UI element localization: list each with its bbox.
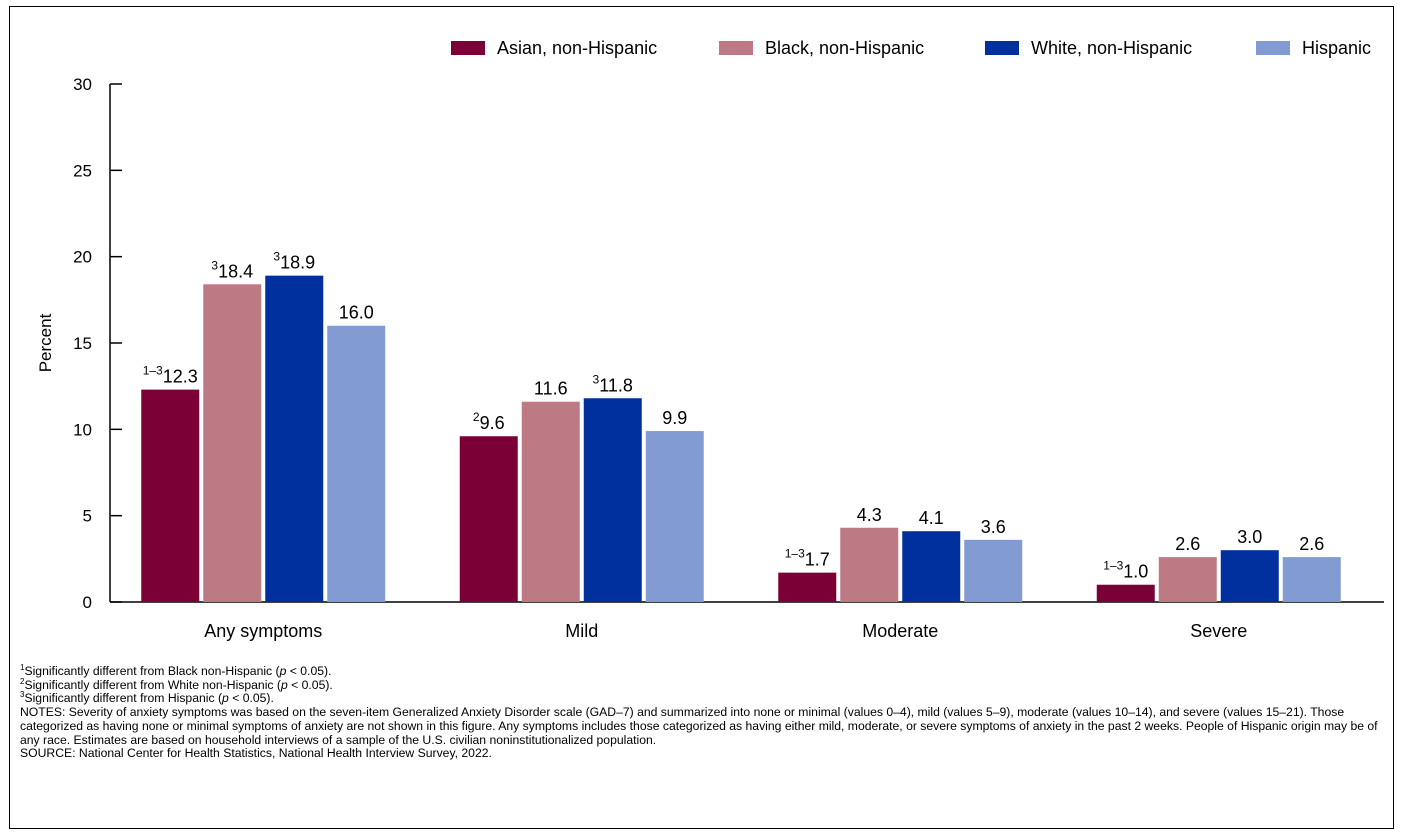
source-text: SOURCE: National Center for Health Stati… — [20, 746, 492, 761]
data-label-superscript: 1–3 — [785, 547, 805, 561]
footnote-3: 3Significantly different from Hispanic (… — [20, 690, 274, 706]
data-label: 9.9 — [662, 408, 687, 428]
y-tick-label: 0 — [83, 593, 92, 612]
y-tick-label: 5 — [83, 507, 92, 526]
bar — [778, 572, 837, 602]
legend-item: Asian, non-Hispanic — [451, 38, 657, 58]
data-label-superscript: 3 — [211, 258, 218, 272]
legend-swatch — [1256, 41, 1290, 55]
data-label-value: 1.0 — [1123, 562, 1148, 582]
legend-swatch — [985, 41, 1019, 55]
bar — [265, 275, 324, 602]
x-category-label: Moderate — [862, 621, 938, 641]
bar-group-mild: 29.6 11.6 311.8 9.9 — [459, 372, 704, 602]
data-label: 1–312.3 — [143, 364, 198, 387]
data-label: 3.0 — [1237, 527, 1262, 547]
bar — [459, 436, 518, 602]
data-label: 4.1 — [919, 508, 944, 528]
data-label-value: 9.6 — [480, 413, 505, 433]
x-category-label: Mild — [565, 621, 598, 641]
bar — [1282, 557, 1341, 602]
data-label: 318.9 — [273, 250, 315, 273]
x-axis: Any symptoms Mild Moderate Severe — [110, 601, 1384, 641]
bar — [521, 401, 580, 602]
bar-chart: Percent 0 5 10 15 20 25 30 Any symptoms Mild Mod… — [36, 38, 1384, 641]
legend-item: Black, non-Hispanic — [719, 38, 924, 58]
legend-item: Hispanic — [1256, 38, 1371, 58]
y-tick-label: 15 — [73, 334, 92, 353]
data-label-superscript: 3 — [273, 250, 280, 264]
bar — [327, 325, 386, 602]
data-label: 3.6 — [981, 517, 1006, 537]
bar — [645, 431, 704, 602]
bar-group-severe: 1–31.0 2.6 3.0 2.6 — [1096, 527, 1341, 602]
legend-label: Hispanic — [1302, 38, 1371, 58]
legend-swatch — [719, 41, 753, 55]
data-label: 4.3 — [857, 505, 882, 525]
legend-item: White, non-Hispanic — [985, 38, 1192, 58]
data-label-value: 12.3 — [163, 367, 198, 387]
data-label: 2.6 — [1175, 534, 1200, 554]
legend-label: White, non-Hispanic — [1031, 38, 1192, 58]
data-label: 11.6 — [534, 379, 568, 399]
legend-label: Black, non-Hispanic — [765, 38, 924, 58]
data-label-value: 18.4 — [218, 261, 253, 281]
bar — [1096, 584, 1155, 602]
data-label-superscript: 1–3 — [1103, 559, 1123, 573]
y-tick-label: 25 — [73, 161, 92, 180]
bar — [840, 527, 899, 602]
x-category-label: Any symptoms — [204, 621, 322, 641]
bar — [964, 539, 1023, 602]
legend-swatch — [451, 41, 485, 55]
bar — [203, 284, 262, 602]
footnote-2: 2Significantly different from White non-… — [20, 676, 333, 692]
data-label-superscript: 3 — [593, 372, 600, 386]
notes-text: NOTES: Severity of anxiety symptoms was … — [20, 705, 1378, 747]
legend: Asian, non-Hispanic Black, non-Hispanic Wh… — [451, 38, 1371, 58]
bar-group-moderate: 1–31.7 4.3 4.1 3.6 — [778, 505, 1023, 602]
footnote-1: 1Significantly different from Black non-… — [20, 663, 332, 678]
y-tick-label: 20 — [73, 248, 92, 267]
bar — [902, 531, 961, 602]
data-label-superscript: 1–3 — [143, 364, 163, 378]
x-category-label: Severe — [1190, 621, 1247, 641]
data-label-value: 11.8 — [599, 375, 633, 395]
data-label: 1–31.0 — [1103, 559, 1148, 582]
bar — [583, 398, 642, 602]
data-label-superscript: 2 — [473, 410, 480, 424]
bar — [1220, 550, 1279, 602]
data-label: 318.4 — [211, 258, 253, 281]
y-tick-label: 30 — [73, 75, 92, 94]
data-label: 16.0 — [339, 303, 374, 323]
data-label: 311.8 — [593, 372, 633, 395]
footnotes: 1Significantly different from Black non-… — [20, 663, 1390, 761]
data-label: 1–31.7 — [785, 547, 830, 570]
y-axis: 0 5 10 15 20 25 30 — [73, 75, 122, 612]
data-label: 29.6 — [473, 410, 505, 433]
data-label-value: 1.7 — [805, 550, 830, 570]
legend-label: Asian, non-Hispanic — [497, 38, 657, 58]
y-tick-label: 10 — [73, 420, 92, 439]
bar — [141, 389, 200, 602]
y-axis-title: Percent — [36, 313, 55, 372]
data-label: 2.6 — [1299, 534, 1324, 554]
data-label-value: 18.9 — [280, 253, 315, 273]
bar — [1158, 557, 1217, 602]
